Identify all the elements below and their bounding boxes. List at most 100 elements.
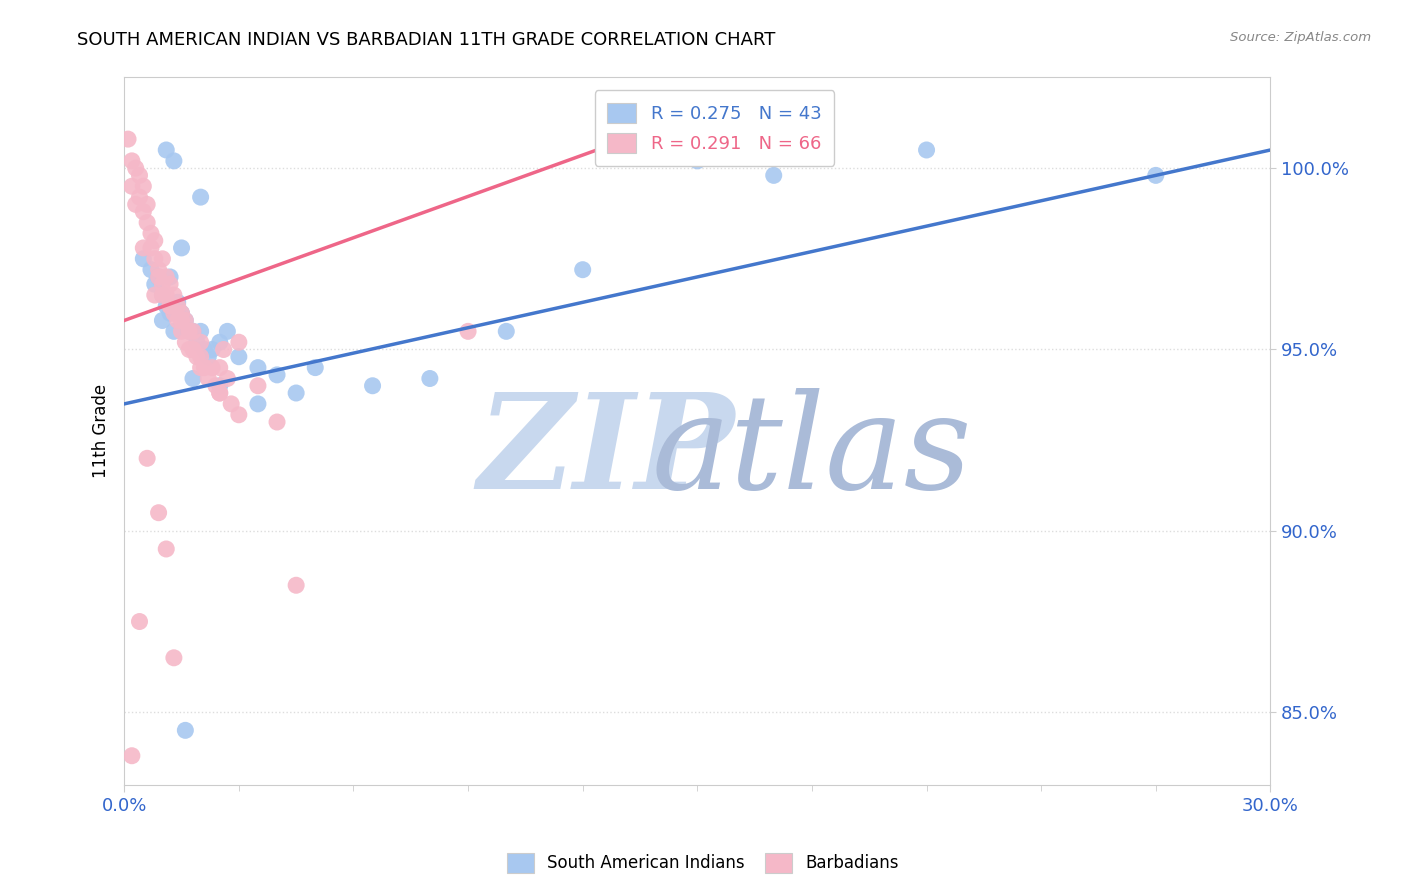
Point [121,153,143,168]
Point [228,335,250,350]
Point [208,378,231,392]
Text: atlas: atlas [651,388,972,516]
Point [246,360,269,375]
Point [170,241,193,255]
Point [181,324,204,338]
Point [246,378,269,392]
Point [163,153,186,168]
Point [205,378,228,392]
Point [159,269,181,284]
Point [159,306,181,320]
Point [159,299,181,313]
Point [155,288,177,302]
Point [361,378,384,392]
Point [155,143,177,157]
Point [143,234,166,248]
Point [117,132,139,146]
Point [152,288,174,302]
Point [143,288,166,302]
Point [285,386,308,401]
Point [163,306,186,320]
Y-axis label: 11th Grade: 11th Grade [93,384,110,478]
Point [128,169,150,183]
Point [148,262,170,277]
Point [170,306,193,320]
Point [285,578,308,592]
Legend: R = 0.275   N = 43, R = 0.291   N = 66: R = 0.275 N = 43, R = 0.291 N = 66 [595,90,834,166]
Point [266,368,288,382]
Point [159,277,181,292]
Text: SOUTH AMERICAN INDIAN VS BARBADIAN 11TH GRADE CORRELATION CHART: SOUTH AMERICAN INDIAN VS BARBADIAN 11TH … [77,31,776,49]
Point [762,169,785,183]
Point [179,343,201,357]
Point [228,408,250,422]
Point [246,397,269,411]
Point [152,313,174,327]
Point [181,371,204,385]
Point [208,386,231,401]
Point [197,371,219,385]
Point [686,153,709,168]
Point [174,335,197,350]
Point [163,324,186,338]
Point [166,299,188,313]
Point [139,241,162,255]
Point [121,748,143,763]
Point [155,541,177,556]
Point [166,313,188,327]
Point [190,190,212,204]
Point [152,288,174,302]
Point [212,343,235,357]
Point [132,179,155,194]
Text: Source: ZipAtlas.com: Source: ZipAtlas.com [1230,31,1371,45]
Point [915,143,938,157]
Point [208,360,231,375]
Point [179,324,201,338]
Point [228,350,250,364]
Point [170,313,193,327]
Point [139,227,162,241]
Point [132,241,155,255]
Legend: South American Indians, Barbadians: South American Indians, Barbadians [501,847,905,880]
Point [155,299,177,313]
Point [208,335,231,350]
Point [190,360,212,375]
Point [495,324,517,338]
Point [166,295,188,310]
Point [201,360,224,375]
Point [193,360,215,375]
Point [190,324,212,338]
Point [170,324,193,338]
Point [148,506,170,520]
Point [170,306,193,320]
Point [152,252,174,266]
Point [125,197,148,211]
Point [139,262,162,277]
Text: ZIP: ZIP [477,388,734,516]
Point [132,252,155,266]
Point [186,335,208,350]
Point [179,324,201,338]
Point [457,324,479,338]
Point [136,215,159,229]
Point [1144,169,1167,183]
Point [125,161,148,175]
Point [159,299,181,313]
Point [155,269,177,284]
Point [219,397,242,411]
Point [217,324,239,338]
Point [163,650,186,665]
Point [208,386,231,401]
Point [148,269,170,284]
Point [190,335,212,350]
Point [266,415,288,429]
Point [121,179,143,194]
Point [132,204,155,219]
Point [174,723,197,738]
Point [128,615,150,629]
Point [190,350,212,364]
Point [197,350,219,364]
Point [174,313,197,327]
Point [304,360,326,375]
Point [217,371,239,385]
